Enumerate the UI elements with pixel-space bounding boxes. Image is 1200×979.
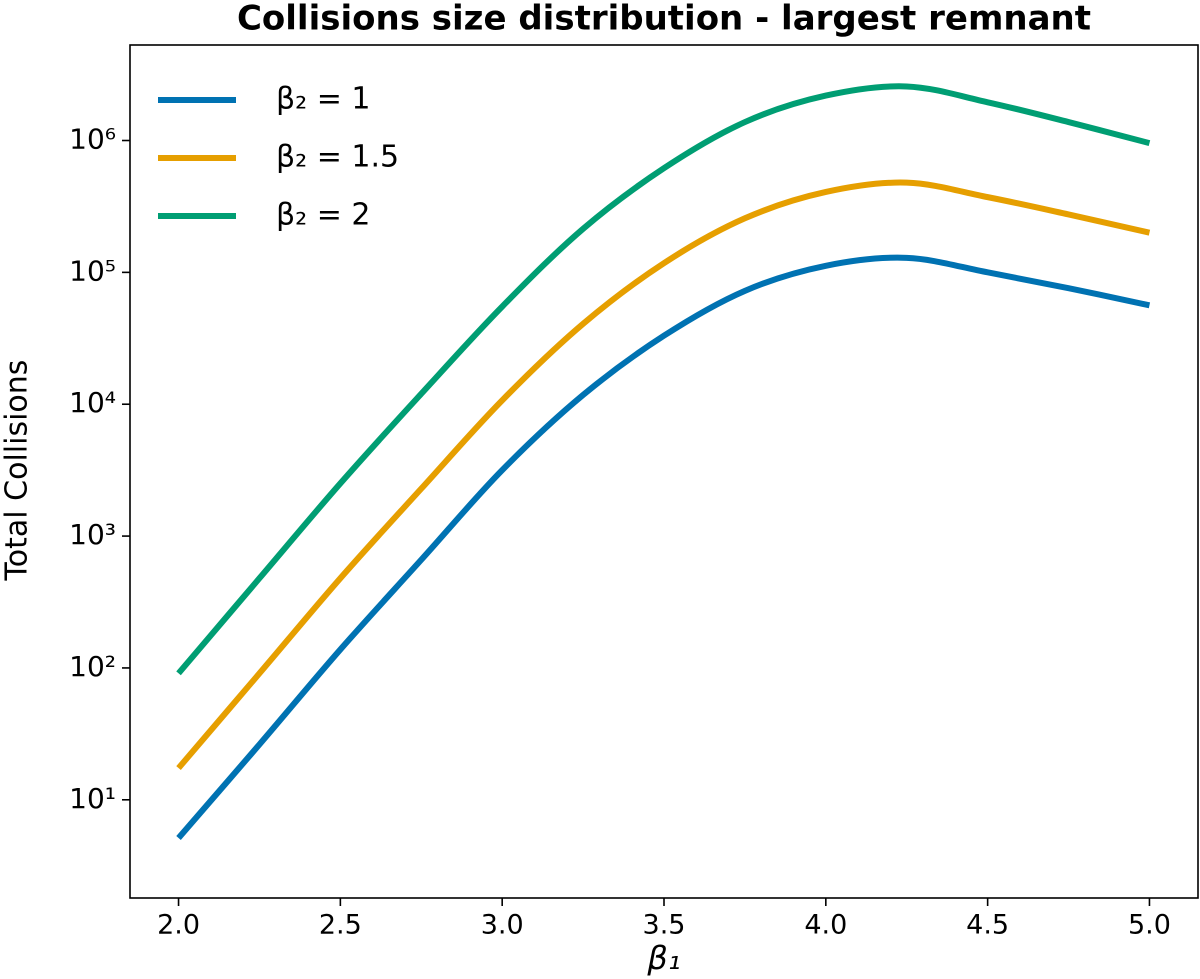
x-tick-label: 4.0: [804, 910, 847, 941]
x-tick-label: 3.5: [643, 910, 686, 941]
y-tick-label: 10²: [69, 650, 116, 683]
y-tick-label: 10¹: [69, 782, 116, 815]
x-tick-label: 2.5: [319, 910, 362, 941]
y-tick-label: 10³: [69, 518, 116, 551]
y-tick-label: 10⁶: [69, 123, 116, 156]
x-tick-label: 2.0: [157, 910, 200, 941]
x-axis-label: β₁: [646, 939, 680, 977]
series-line: [176, 179, 1151, 771]
series-line: [176, 254, 1151, 840]
chart-title: Collisions size distribution - largest r…: [237, 0, 1091, 39]
y-tick-label: 10⁴: [69, 386, 116, 419]
y-tick-label: 10⁵: [69, 254, 116, 287]
x-tick-label: 4.5: [966, 910, 1009, 941]
legend-label: β₂ = 1: [276, 82, 370, 117]
x-tick-label: 3.0: [481, 910, 524, 941]
legend-label: β₂ = 1.5: [276, 140, 399, 175]
y-axis-label: Total Collisions: [0, 360, 35, 582]
x-tick-label: 5.0: [1128, 910, 1171, 941]
legend-label: β₂ = 2: [276, 198, 370, 233]
series-line: [176, 83, 1151, 676]
plot-frame: [129, 44, 1199, 899]
